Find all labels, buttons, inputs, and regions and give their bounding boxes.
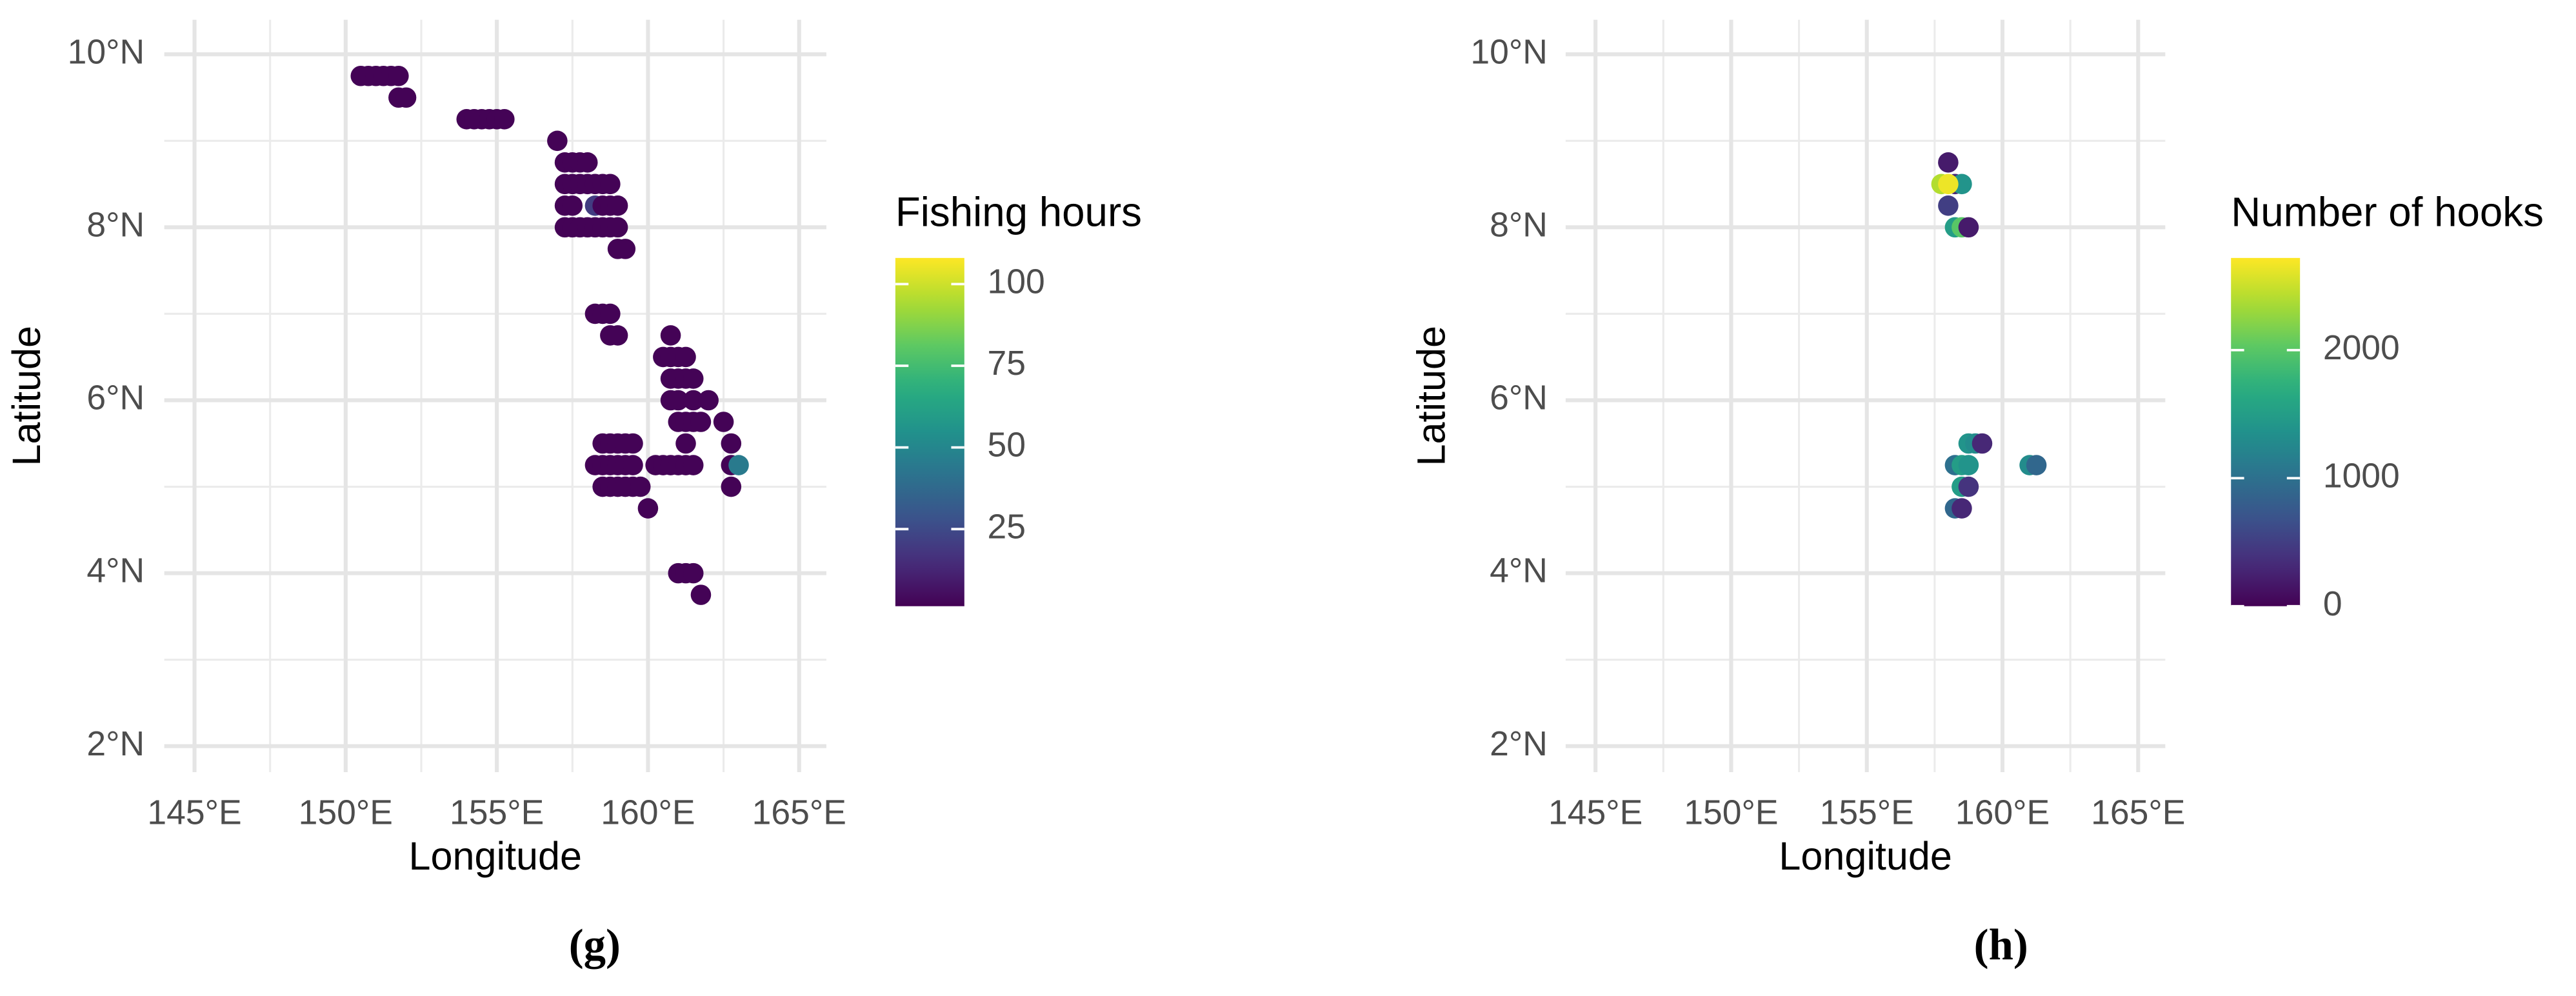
x-tick-label: 160°E [601, 793, 695, 832]
point [577, 152, 598, 173]
panel: 145°E 150°E 155°E 160°E 165°E 2°N 4°N 6°N 8°N 10°… [5, 19, 1142, 970]
y-tick-label: 10°N [68, 33, 145, 71]
colorbar [2231, 257, 2301, 606]
y-tick-label: 10°N [1470, 33, 1547, 71]
y-tick-label: 2°N [86, 725, 145, 763]
x-tick-label: 160°E [1955, 793, 2050, 832]
point [615, 239, 636, 259]
x-tick-label: 145°E [1548, 793, 1642, 832]
point [623, 455, 643, 475]
point [562, 195, 583, 216]
panel: 145°E 150°E 155°E 160°E 165°E 2°N 4°N 6°N 8°N 10°… [1409, 19, 2544, 970]
x-tick-label: 165°E [2091, 793, 2185, 832]
point [1958, 217, 1979, 238]
point [547, 130, 568, 152]
colorbar-tick-label: 1000 [2323, 457, 2400, 495]
y-tick-label: 6°N [1490, 379, 1548, 417]
point [395, 87, 417, 108]
point [2026, 455, 2047, 475]
colorbar-tick-label: 0 [2323, 585, 2342, 623]
colorbar-tick-label: 25 [987, 508, 1025, 546]
y-tick-label: 2°N [1490, 725, 1548, 763]
point [683, 368, 704, 389]
point [388, 65, 409, 86]
colorbar [895, 257, 964, 606]
x-axis-title: Longitude [1779, 834, 1952, 878]
x-tick-label: 145°E [147, 793, 241, 832]
y-tick-label: 8°N [86, 206, 145, 244]
point [607, 217, 628, 238]
legend-title: Number of hooks [2231, 189, 2544, 235]
point [683, 455, 704, 475]
point [668, 390, 689, 411]
point [675, 346, 696, 368]
y-tick-label: 4°N [1490, 552, 1548, 590]
point [623, 433, 643, 454]
point [728, 455, 749, 475]
point [1972, 433, 1993, 454]
point [1958, 476, 1979, 497]
x-tick-label: 165°E [752, 793, 846, 832]
point [698, 390, 719, 411]
colorbar-tick-label: 75 [987, 344, 1025, 383]
point [721, 476, 742, 497]
point [690, 412, 712, 432]
point [607, 195, 628, 216]
caption: (g) [569, 921, 621, 970]
caption: (h) [1974, 921, 2028, 970]
y-axis-title: Latitude [5, 326, 48, 466]
point [637, 498, 659, 519]
x-tick-label: 155°E [450, 793, 544, 832]
x-tick-label: 155°E [1820, 793, 1914, 832]
y-tick-label: 8°N [1490, 206, 1548, 244]
point [683, 563, 704, 584]
point [721, 433, 742, 454]
point [630, 476, 651, 497]
point [1952, 498, 1972, 519]
x-axis-title: Longitude [409, 834, 582, 878]
colorbar-tick-label: 2000 [2323, 329, 2400, 367]
point [713, 412, 734, 432]
y-tick-label: 4°N [86, 552, 145, 590]
legend-title: Fishing hours [895, 189, 1142, 235]
point [600, 303, 621, 324]
x-tick-label: 150°E [299, 793, 393, 832]
point [1958, 455, 1979, 475]
point [1938, 152, 1959, 173]
point [607, 325, 628, 346]
point [1938, 195, 1959, 216]
colorbar-tick-label: 100 [987, 263, 1044, 301]
point [675, 433, 696, 454]
point [690, 584, 712, 605]
y-axis-title: Latitude [1409, 326, 1453, 466]
colorbar-tick-label: 50 [987, 426, 1025, 464]
point [683, 390, 704, 411]
y-tick-label: 6°N [86, 379, 145, 417]
point [1938, 174, 1959, 195]
x-tick-label: 150°E [1684, 793, 1778, 832]
point [660, 325, 681, 346]
point [494, 108, 515, 130]
point [600, 174, 621, 195]
